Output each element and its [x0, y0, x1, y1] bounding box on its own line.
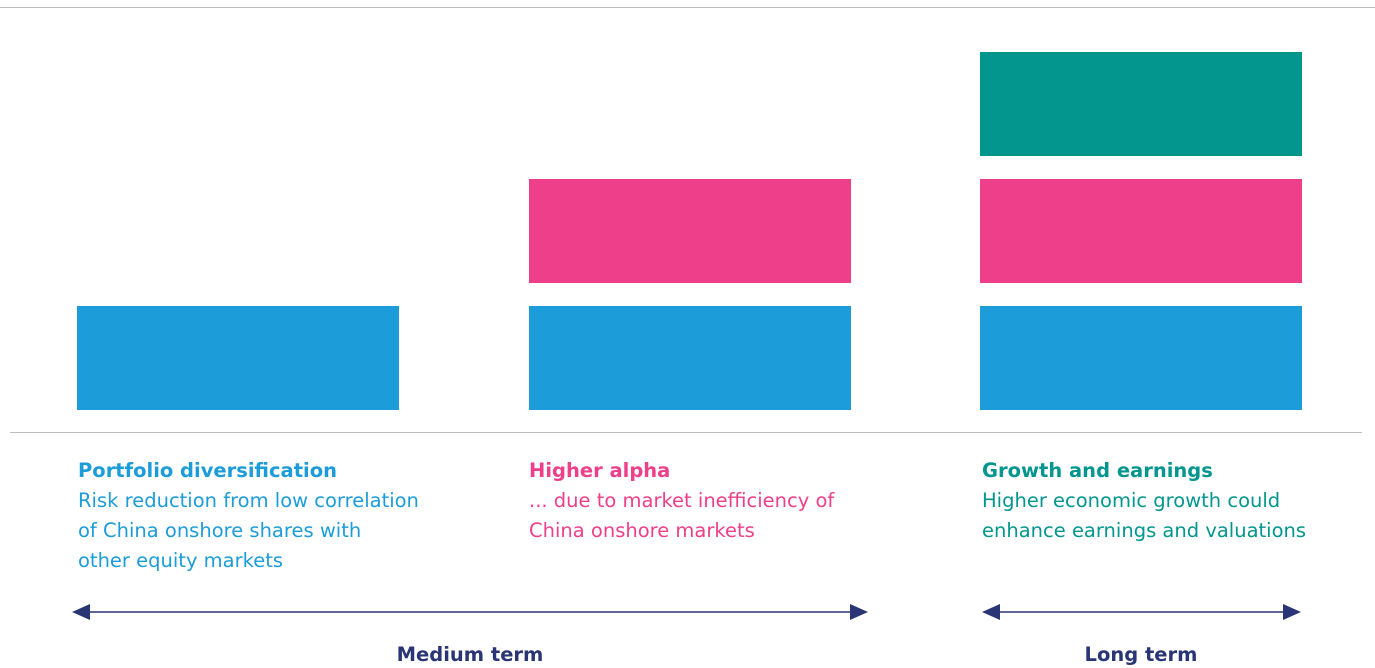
- term-label: Medium term: [396, 643, 544, 666]
- arrows: [72, 604, 1301, 620]
- baseline-rule: [10, 432, 1362, 433]
- column-text: Growth and earnings Higher economic growt…: [982, 456, 1306, 546]
- alpha-block: [980, 179, 1302, 283]
- top-rule: [0, 7, 1375, 8]
- term-label: Long term: [1084, 643, 1198, 666]
- column-description-line: ... due to market inefficiency of: [529, 489, 835, 512]
- arrow-head: [982, 604, 1000, 620]
- column-description-line: Risk reduction from low correlation: [78, 489, 419, 512]
- arrow-head: [1283, 604, 1301, 620]
- column-title: Growth and earnings: [982, 459, 1213, 482]
- alpha-block: [529, 179, 851, 283]
- column-description-line: Higher economic growth could: [982, 489, 1281, 512]
- arrow-head: [850, 604, 868, 620]
- column-text: Portfolio diversification Risk reduction …: [78, 456, 419, 576]
- column-title: Higher alpha: [529, 459, 671, 482]
- diversification-block: [529, 306, 851, 410]
- growth-block: [980, 52, 1302, 156]
- diversification-block: [980, 306, 1302, 410]
- diversification-block: [77, 306, 399, 410]
- column-description-line: China onshore markets: [529, 519, 755, 542]
- column-text: Higher alpha ... due to market inefficien…: [529, 456, 834, 546]
- arrow-head: [72, 604, 90, 620]
- column-description-line: enhance earnings and valuations: [982, 519, 1307, 542]
- column-title: Portfolio diversification: [78, 459, 338, 482]
- column-description-line: of China onshore shares with: [78, 519, 362, 542]
- column-description-line: other equity markets: [78, 549, 284, 572]
